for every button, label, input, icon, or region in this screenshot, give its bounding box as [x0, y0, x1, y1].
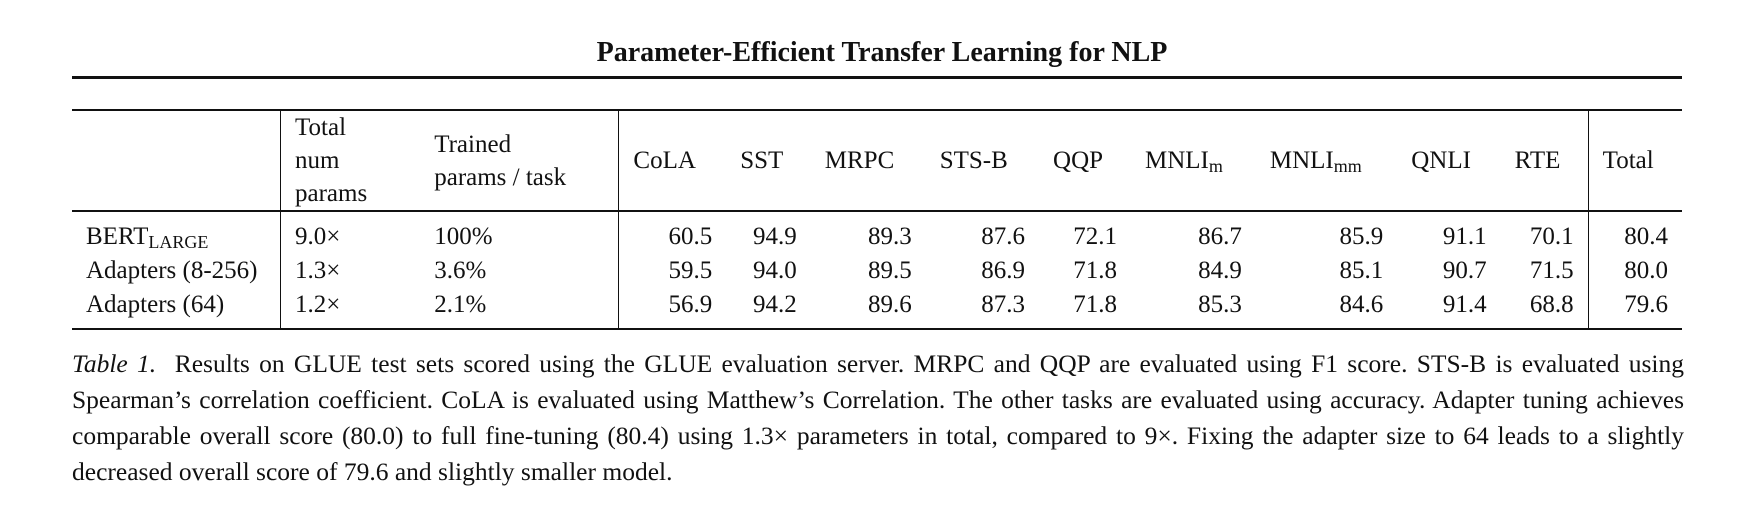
table-cell: 86.7: [1198, 223, 1242, 250]
table-cell: 68.8: [1500, 288, 1589, 329]
column-header-mrpc: MRPC: [824, 147, 895, 174]
table-cell: 90.7: [1442, 257, 1487, 284]
table-cell: 72.1: [1073, 223, 1117, 250]
table-cell: 84.9: [1198, 257, 1242, 284]
column-header-model: [72, 110, 281, 211]
column-header-rte: RTE: [1500, 110, 1589, 211]
model-name: Adapters (64): [72, 288, 281, 329]
table-cell: 60.5: [668, 223, 713, 250]
table-cell: 71.8: [1073, 291, 1117, 318]
column-header-trained-params: Trained params / task: [420, 110, 620, 211]
table-cell: 89.5: [867, 257, 912, 284]
column-header-cola: CoLA: [633, 147, 696, 174]
table-cell: 87.3: [981, 291, 1026, 318]
table-cell: 94.9: [753, 223, 797, 250]
table-cell: 2.1%: [420, 288, 620, 329]
table-cell: 100%: [420, 211, 620, 254]
column-header-total-params: Total num params: [295, 114, 368, 207]
table-cell: 1.3×: [295, 257, 341, 284]
table-cell: 94.2: [753, 291, 797, 318]
table-cell: 1.2×: [295, 291, 341, 318]
table-cell: 86.9: [981, 257, 1026, 284]
table-cell: 56.9: [668, 291, 713, 318]
column-header-qqp: QQP: [1053, 147, 1104, 174]
table-cell: 59.5: [668, 257, 713, 284]
caption-label: Table 1.: [72, 349, 157, 378]
table-cell: 87.6: [981, 223, 1026, 250]
results-table: Total num params Trained params / task C…: [72, 109, 1682, 330]
running-header: Parameter-Efficient Transfer Learning fo…: [596, 37, 1168, 68]
table-cell: 71.5: [1500, 254, 1589, 288]
table-cell: 9.0×: [295, 223, 341, 250]
table-cell: 79.6: [1624, 291, 1668, 318]
table-cell: 91.1: [1442, 223, 1487, 250]
table-cell: 89.6: [867, 291, 912, 318]
table-row: Adapters (64) 1.2× 2.1% 56.9 94.2 89.6 8…: [72, 288, 1682, 329]
table-row: BERTLARGE 9.0× 100% 60.5 94.9 89.3 87.6 …: [72, 211, 1682, 254]
table-row: Adapters (8-256) 1.3× 3.6% 59.5 94.0 89.…: [72, 254, 1682, 288]
table-cell: 94.0: [753, 257, 797, 284]
column-header-mnli-m: MNLIm: [1145, 147, 1223, 176]
table-header-row: Total num params Trained params / task C…: [72, 110, 1682, 211]
caption-text: Results on GLUE test sets scored using t…: [72, 349, 1684, 486]
table-cell: 80.4: [1624, 223, 1668, 250]
header-rule: [72, 76, 1682, 79]
table-cell: 85.1: [1339, 257, 1384, 284]
table-cell: 70.1: [1500, 211, 1589, 254]
table-cell: 80.0: [1624, 257, 1668, 284]
table-cell: 71.8: [1073, 257, 1117, 284]
model-name: Adapters (8-256): [72, 254, 281, 288]
table-cell: 3.6%: [420, 254, 620, 288]
column-header-stsb: STS-B: [939, 147, 1008, 174]
table-cell: 85.3: [1198, 291, 1242, 318]
column-header-mnli-mm: MNLImm: [1269, 147, 1362, 176]
model-name: BERTLARGE: [72, 211, 281, 254]
column-header-qnli: QNLI: [1411, 147, 1471, 174]
column-header-total: Total: [1602, 147, 1654, 174]
table-cell: 84.6: [1339, 291, 1384, 318]
table-caption: Table 1. Results on GLUE test sets score…: [72, 346, 1684, 490]
table-cell: 85.9: [1339, 223, 1384, 250]
column-header-sst: SST: [740, 147, 784, 174]
table-cell: 89.3: [867, 223, 912, 250]
table-cell: 91.4: [1442, 291, 1487, 318]
